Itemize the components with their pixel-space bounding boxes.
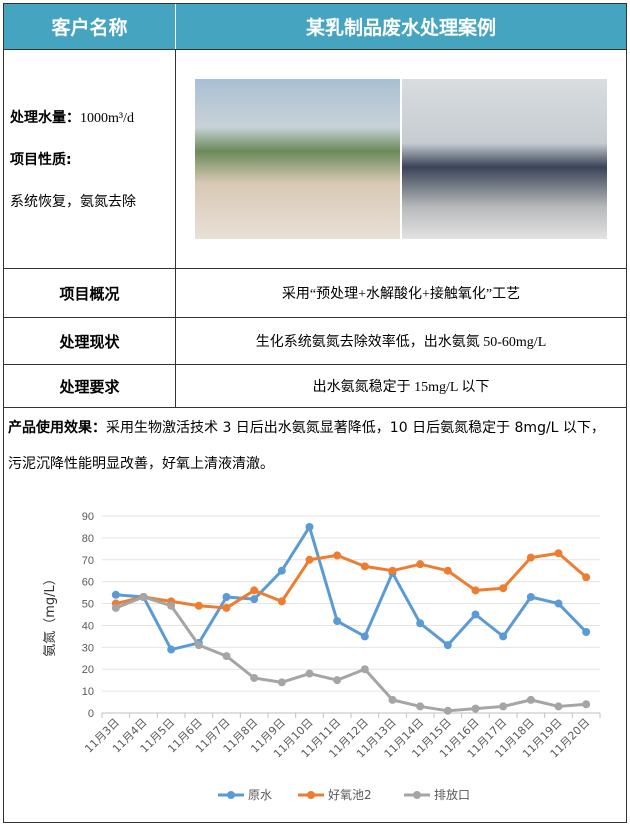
legend-label: 好氧池2 [328,788,372,802]
row-label: 项目概况 [4,269,176,317]
y-tick-label: 90 [82,511,94,523]
data-point [471,704,480,713]
data-point [416,619,425,628]
data-point [277,597,286,606]
data-point [554,599,563,608]
case-title: 某乳制品废水处理案例 [305,17,496,39]
legend-marker [227,791,235,799]
data-point [139,592,148,601]
header-row: 客户名称 某乳制品废水处理案例 [4,4,626,50]
nature-value: 系统恢复，氨氮去除 [10,194,136,210]
data-point [554,702,563,711]
row-value: 出水氨氮稳定于 15mg/L 以下 [312,380,490,395]
data-point [360,665,369,674]
data-point [499,702,508,711]
data-point [471,586,480,595]
legend-marker [307,791,315,799]
y-tick-label: 60 [82,577,94,589]
data-point [250,586,259,595]
data-point [167,601,176,610]
data-point [471,610,480,619]
effect-label: 产品使用效果： [8,420,106,436]
data-point [194,641,203,650]
volume-value: 1000m³/d [80,111,134,126]
data-point [111,603,120,612]
data-point [416,560,425,569]
y-tick-label: 10 [82,686,94,698]
table-row: 处理现状 生化系统氨氮去除效率低，出水氨氮 50-60mg/L [4,318,626,365]
data-point [526,695,535,704]
series-line [115,595,587,713]
data-point [582,700,591,709]
data-point [305,669,314,678]
data-point [582,573,591,582]
data-point [388,566,397,575]
data-point [360,632,369,641]
row-value: 采用“预处理+水解酸化+接触氧化”工艺 [281,287,521,302]
data-point [443,641,452,650]
data-point [416,702,425,711]
y-tick-label: 70 [82,555,94,567]
data-point [277,678,286,687]
data-point [360,562,369,571]
data-point [277,566,286,575]
row-value: 生化系统氨氮去除效率低，出水氨氮 50-60mg/L [255,335,547,350]
y-tick-label: 50 [82,599,94,611]
photo-dosing [195,79,400,239]
data-point [333,617,342,626]
row-label: 处理现状 [4,318,176,364]
data-point [333,551,342,560]
legend-label: 原水 [248,788,272,802]
data-point [167,645,176,654]
data-point [526,553,535,562]
legend-marker [413,791,421,799]
series-line [115,551,588,610]
volume-label: 处理水量： [10,110,80,126]
data-point [194,601,203,610]
info-row: 处理水量：1000m³/d 项目性质: 系统恢复，氨氮去除 [4,50,626,269]
data-point [222,592,231,601]
nature-label: 项目性质: [10,152,72,168]
data-point [388,695,397,704]
data-point [333,676,342,685]
y-tick-label: 80 [82,533,94,545]
project-info: 处理水量：1000m³/d 项目性质: 系统恢复，氨氮去除 [4,50,176,268]
effect-paragraph: 产品使用效果：采用生物激活技术 3 日后出水氨氮显著降低，10 日后氨氮稳定于 … [8,410,618,482]
row-label: 处理要求 [4,365,176,407]
data-point [222,603,231,612]
photos [176,50,626,268]
y-axis-label: 氨氮（mg/L） [43,572,58,657]
y-tick-label: 0 [88,708,94,720]
y-tick-label: 30 [82,642,94,654]
data-point [554,549,563,558]
table-row: 处理要求 出水氨氮稳定于 15mg/L 以下 [4,365,626,408]
photo-testing [402,79,607,239]
data-point [582,628,591,637]
y-tick-label: 40 [82,620,94,632]
legend-label: 排放口 [434,787,470,802]
y-tick-label: 20 [82,664,94,676]
table-row: 项目概况 采用“预处理+水解酸化+接触氧化”工艺 [4,269,626,318]
data-point [250,673,259,682]
data-point [499,632,508,641]
case-table: 客户名称 某乳制品废水处理案例 处理水量：1000m³/d 项目性质: 系统恢复… [3,3,627,823]
data-point [250,595,259,604]
data-point [526,592,535,601]
data-point [222,652,231,661]
data-point [499,584,508,593]
data-point [443,566,452,575]
data-point [305,555,314,564]
effect-text: 采用生物激活技术 3 日后出水氨氮显著降低，10 日后氨氮稳定于 8mg/L 以… [8,420,605,472]
series-line [115,525,588,652]
customer-name-label: 客户名称 [4,4,176,49]
data-point [111,590,120,599]
data-point [305,522,314,531]
data-point [443,706,452,715]
